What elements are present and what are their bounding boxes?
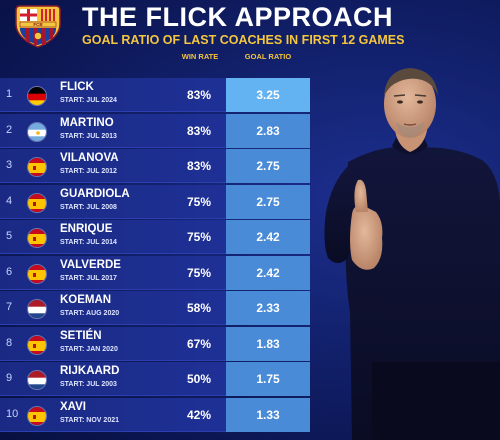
win-rate-value: 83% — [186, 159, 212, 173]
coach-start-date: START: JUL 2012 — [60, 168, 117, 175]
spain-flag-icon — [27, 228, 47, 248]
table-row: 3 VILANOVA START: JUL 2012 83% 2.75 — [0, 149, 310, 183]
table-row: 5 ENRIQUE START: JUL 2014 75% 2.42 — [0, 220, 310, 254]
coach-start-date: START: JUL 2014 — [60, 239, 117, 246]
spain-flag-icon — [27, 157, 47, 177]
coach-start-date: START: JUL 2017 — [60, 274, 117, 282]
coach-name: VILANOVA — [60, 152, 119, 164]
win-rate-value: 50% — [186, 372, 212, 386]
coach-name: GUARDIOLA — [60, 187, 130, 200]
coach-table: 1 FLICK START: JUL 2024 83% 3.25 2 MARTINO STAR… — [0, 78, 310, 433]
rank-label: 9 — [6, 372, 13, 384]
rank-label: 1 — [6, 88, 13, 100]
coach-start-date: START: JUL 2024 — [60, 97, 117, 104]
coach-start-date: START: JUL 2003 — [60, 381, 117, 388]
goal-ratio-value: 3.25 — [256, 88, 280, 102]
coach-name: XAVI — [60, 400, 86, 413]
coach-name: MARTINO — [60, 116, 114, 129]
goal-ratio-value: 2.33 — [256, 301, 280, 315]
table-row: 10 XAVI START: NOV 2021 42% 1.33 — [0, 397, 310, 432]
coach-name: VALVERDE — [60, 258, 121, 271]
rank-label: 2 — [6, 123, 13, 136]
win-rate-value: 75% — [186, 194, 212, 209]
rank-label: 6 — [6, 265, 13, 278]
spain-flag-icon — [27, 334, 47, 355]
table-row: 8 SETIÉN START: JAN 2020 67% 1.83 — [0, 326, 310, 361]
goal-ratio-value: 2.42 — [256, 230, 280, 244]
table-row: 6 VALVERDE START: JUL 2017 75% 2.42 — [0, 255, 310, 290]
goal-ratio-value: 1.83 — [256, 336, 280, 351]
win-rate-value: 75% — [186, 230, 212, 244]
spain-flag-icon — [27, 192, 47, 213]
netherlands-flag-icon — [27, 370, 47, 390]
rank-label: 5 — [6, 230, 13, 242]
goal-ratio-cell: 1.75 — [226, 362, 310, 396]
spain-flag-icon — [27, 405, 47, 426]
table-row: 1 FLICK START: JUL 2024 83% 3.25 — [0, 78, 310, 112]
goal-ratio-value: 1.33 — [256, 407, 280, 422]
win-rate-value: 75% — [186, 265, 212, 280]
coach-name: SETIÉN — [60, 329, 102, 342]
goal-ratio-value: 2.75 — [256, 159, 280, 173]
win-rate-value: 67% — [186, 336, 212, 351]
germany-flag-icon — [27, 86, 47, 106]
table-row: 4 GUARDIOLA START: JUL 2008 75% 2.75 — [0, 184, 310, 219]
win-rate-value: 42% — [186, 407, 212, 422]
goal-ratio-cell: 2.83 — [226, 113, 310, 148]
coach-start-date: START: JUL 2013 — [60, 132, 117, 140]
win-rate-value: 58% — [186, 301, 212, 315]
goal-ratio-value: 2.75 — [256, 194, 280, 209]
coach-start-date: START: NOV 2021 — [60, 416, 119, 424]
goal-ratio-cell: 2.75 — [226, 184, 310, 219]
coach-thumbs-up-photo — [324, 68, 500, 440]
coach-name: FLICK — [60, 81, 94, 93]
goal-ratio-cell: 1.83 — [226, 326, 310, 361]
goal-ratio-value: 2.42 — [256, 265, 280, 280]
rank-label: 4 — [6, 194, 13, 207]
argentina-flag-icon — [27, 121, 47, 142]
table-row: 7 KOEMAN START: AUG 2020 58% 2.33 — [0, 291, 310, 325]
goal-ratio-value: 1.75 — [256, 372, 280, 386]
coach-start-date: START: JUL 2008 — [60, 203, 117, 211]
rank-label: 3 — [6, 159, 13, 171]
coach-start-date: START: AUG 2020 — [60, 310, 120, 317]
table-row: 9 RIJKAARD START: JUL 2003 50% 1.75 — [0, 362, 310, 396]
coach-start-date: START: JAN 2020 — [60, 345, 118, 353]
header: FCB THE FLICK APPROACH GOAL RATIO OF LAS… — [0, 0, 500, 56]
spain-flag-icon — [27, 263, 47, 284]
netherlands-flag-icon — [27, 299, 47, 319]
coach-name: KOEMAN — [60, 294, 112, 306]
goal-ratio-cell: 2.33 — [226, 291, 310, 325]
rank-label: 10 — [6, 407, 19, 420]
win-rate-value: 83% — [186, 123, 212, 138]
goal-ratio-cell: 1.33 — [226, 397, 310, 432]
win-rate-column-header: WIN RATE — [181, 52, 219, 61]
table-row: 2 MARTINO START: JUL 2013 83% 2.83 — [0, 113, 310, 148]
page-title: THE FLICK APPROACH — [82, 2, 393, 32]
goal-ratio-cell: 3.25 — [226, 78, 310, 112]
goal-ratio-cell: 2.42 — [226, 255, 310, 290]
goal-ratio-cell: 2.42 — [226, 220, 310, 254]
win-rate-value: 83% — [186, 88, 212, 102]
page-subtitle: GOAL RATIO OF LAST COACHES IN FIRST 12 G… — [82, 33, 405, 47]
coach-name: RIJKAARD — [60, 365, 120, 377]
goal-ratio-cell: 2.75 — [226, 149, 310, 183]
rank-label: 8 — [6, 336, 13, 349]
goal-ratio-value: 2.83 — [256, 123, 280, 138]
goal-ratio-column-header: GOAL RATIO — [244, 52, 292, 61]
coach-name: ENRIQUE — [60, 223, 113, 235]
crest-text: FCB — [33, 22, 43, 27]
rank-label: 7 — [6, 301, 13, 313]
fc-barcelona-crest-icon: FCB — [15, 5, 61, 48]
